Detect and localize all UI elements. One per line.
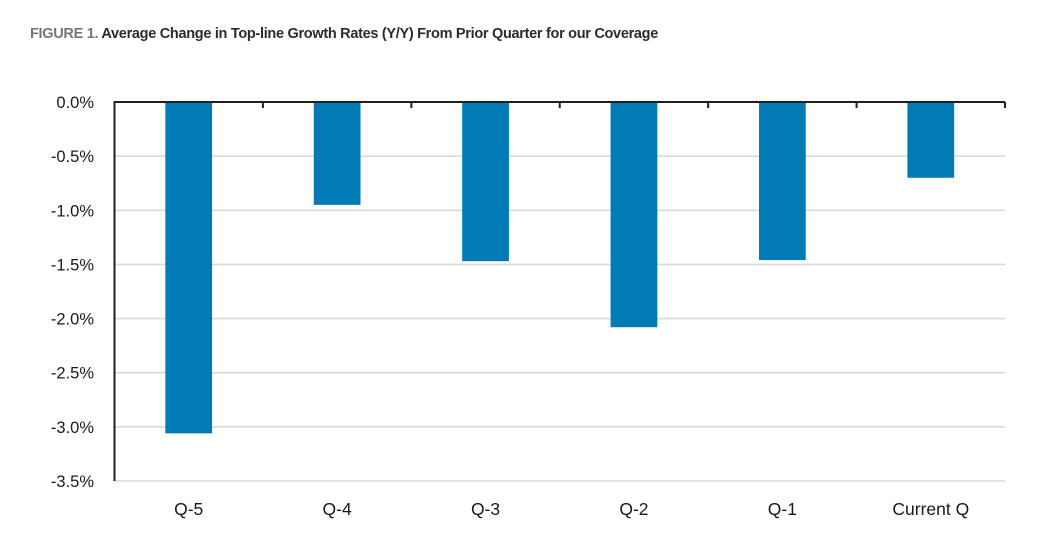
x-tick-label: Q-2: [619, 499, 648, 519]
x-tick-label: Q-4: [323, 499, 352, 519]
figure-number: FIGURE 1.: [30, 26, 99, 42]
y-tick-label: -1.5%: [51, 256, 94, 274]
bar-q-4: [313, 102, 361, 205]
x-tick-label: Current Q: [892, 499, 969, 519]
y-tick-label: -3.0%: [51, 419, 94, 437]
x-tick-label: Q-5: [174, 499, 203, 519]
y-tick-label: 0.0%: [56, 94, 94, 112]
y-tick-label: -2.0%: [51, 311, 94, 329]
axes: [113, 101, 1006, 481]
gridlines: [114, 155, 1005, 482]
bar-q-2: [610, 102, 658, 328]
y-tick-label: -0.5%: [51, 148, 94, 166]
x-tick-labels: Q-5 Q-4 Q-3 Q-2 Q-1 Current Q: [174, 499, 969, 519]
x-tick-label: Q-3: [471, 499, 500, 519]
bar-current-q: [907, 102, 955, 178]
y-tick-label: -1.0%: [51, 202, 94, 220]
y-tick-label: -2.5%: [51, 365, 94, 383]
x-tick-label: Q-1: [768, 499, 797, 519]
bars: [165, 102, 955, 434]
chart-title-text: Average Change in Top-line Growth Rates …: [101, 26, 659, 42]
bar-q-3: [462, 102, 509, 262]
y-tick-labels: 0.0% -0.5% -1.0% -1.5% -2.0% -2.5% -3.0% -3.5%: [51, 94, 94, 491]
chart-title: FIGURE 1. Average Change in Top-line Gro…: [30, 26, 658, 42]
bar-q-5: [165, 102, 213, 434]
bar-q-1: [758, 102, 806, 261]
y-tick-label: -3.5%: [51, 473, 94, 491]
